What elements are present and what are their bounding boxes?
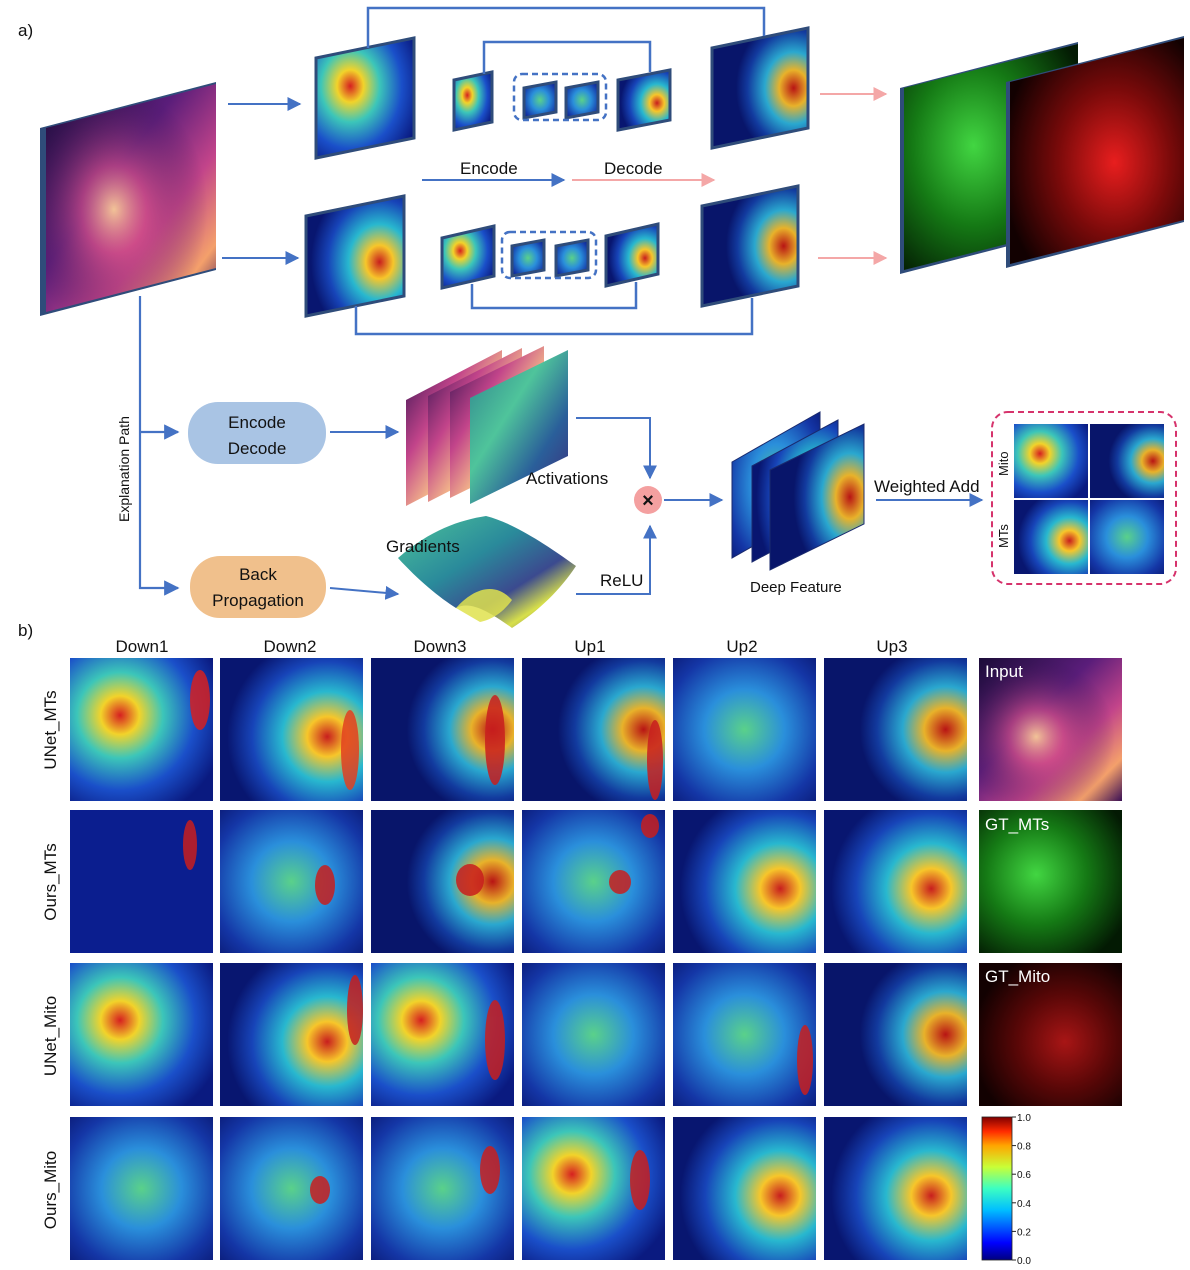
svg-text:Propagation: Propagation	[212, 591, 304, 610]
heatmap-cell	[70, 1117, 213, 1260]
grid-column-headers: Down1 Down2 Down3 Up1 Up2 Up3	[116, 637, 908, 656]
svg-text:Ours_Mito: Ours_Mito	[41, 1151, 60, 1229]
heatmap-cell	[70, 963, 213, 1106]
decode-label: Decode	[604, 159, 663, 178]
colorbar-ticks: 1.0 0.8 0.6 0.4 0.2 0.0	[1012, 1113, 1031, 1267]
heatmap-hotspots	[183, 670, 813, 1210]
mts-label: MTs	[996, 524, 1011, 548]
heatmap-cell	[522, 810, 665, 953]
svg-text:Down1: Down1	[116, 637, 169, 656]
grid-row-labels: UNet_MTs Ours_MTs UNet_Mito Ours_Mito	[41, 690, 60, 1229]
heatmap-cell	[824, 658, 967, 801]
result-heatmap-box: Mito MTs	[991, 411, 1177, 585]
svg-text:Down2: Down2	[264, 637, 317, 656]
heatmap-cell	[220, 810, 363, 953]
backprop-box: Back Propagation	[190, 556, 326, 618]
colorbar: 1.0 0.8 0.6 0.4 0.2 0.0	[981, 1113, 1031, 1267]
heatmap-cell	[522, 963, 665, 1106]
relu-label: ReLU	[600, 571, 643, 590]
ref-gt-mts-label: GT_MTs	[985, 815, 1049, 834]
svg-text:×: ×	[642, 490, 654, 512]
input-image-a	[40, 82, 216, 316]
colorbar-tick-label: 1.0	[1017, 1113, 1031, 1124]
deep-feature-stack	[731, 411, 865, 571]
heatmap-cell	[824, 810, 967, 953]
svg-text:Up3: Up3	[876, 637, 907, 656]
heatmap-grid	[70, 658, 967, 1260]
heatmap-cell	[673, 963, 816, 1106]
explanation-path-label: Explanation Path	[116, 416, 132, 522]
activations-label: Activations	[526, 469, 608, 488]
colorbar-tick-label: 0.2	[1017, 1227, 1031, 1238]
encode-decode-box: Encode Decode	[188, 402, 326, 464]
heatmap-cell	[522, 658, 665, 801]
svg-text:Down3: Down3	[414, 637, 467, 656]
svg-text:UNet_Mito: UNet_Mito	[41, 996, 60, 1076]
deep-feature-label: Deep Feature	[750, 579, 842, 596]
mito-label: Mito	[996, 451, 1011, 476]
panel-b-label: b)	[18, 621, 33, 640]
heatmap-cell	[824, 963, 967, 1106]
ref-gt-mito-label: GT_Mito	[985, 967, 1050, 986]
colorbar-tick-label: 0.4	[1017, 1199, 1031, 1210]
activations-stack	[406, 346, 568, 506]
colorbar-tick-label: 0.6	[1017, 1170, 1031, 1181]
heatmap-cell	[220, 658, 363, 801]
svg-text:Ours_MTs: Ours_MTs	[41, 843, 60, 920]
svg-text:Decode: Decode	[228, 439, 287, 458]
svg-text:Encode: Encode	[228, 413, 286, 432]
colorbar-tick-label: 0.0	[1017, 1256, 1031, 1267]
heatmap-cell	[70, 658, 213, 801]
heatmap-cell	[371, 810, 514, 953]
heatmap-cell	[673, 810, 816, 953]
heatmap-cell	[220, 963, 363, 1106]
weighted-add-label: Weighted Add	[874, 477, 980, 496]
encode-label: Encode	[460, 159, 518, 178]
panel-a-label: a)	[18, 21, 33, 40]
svg-text:UNet_MTs: UNet_MTs	[41, 690, 60, 769]
top-branch-feature-maps	[314, 6, 810, 160]
svg-text:Back: Back	[239, 565, 277, 584]
svg-text:Up1: Up1	[574, 637, 605, 656]
ref-input-label: Input	[985, 662, 1023, 681]
svg-text:Up2: Up2	[726, 637, 757, 656]
colorbar-tick-label: 0.8	[1017, 1142, 1031, 1153]
heatmap-cell	[673, 658, 816, 801]
gradients-surface	[398, 516, 576, 628]
heatmap-cell	[824, 1117, 967, 1260]
heatmap-cell	[673, 1117, 816, 1260]
bottom-branch-feature-maps	[304, 184, 800, 336]
heatmap-cell	[220, 1117, 363, 1260]
output-images	[900, 36, 1184, 274]
gradients-label: Gradients	[386, 537, 460, 556]
reference-images: Input GT_MTs GT_Mito	[979, 658, 1122, 1106]
multiply-node: ×	[634, 486, 662, 514]
